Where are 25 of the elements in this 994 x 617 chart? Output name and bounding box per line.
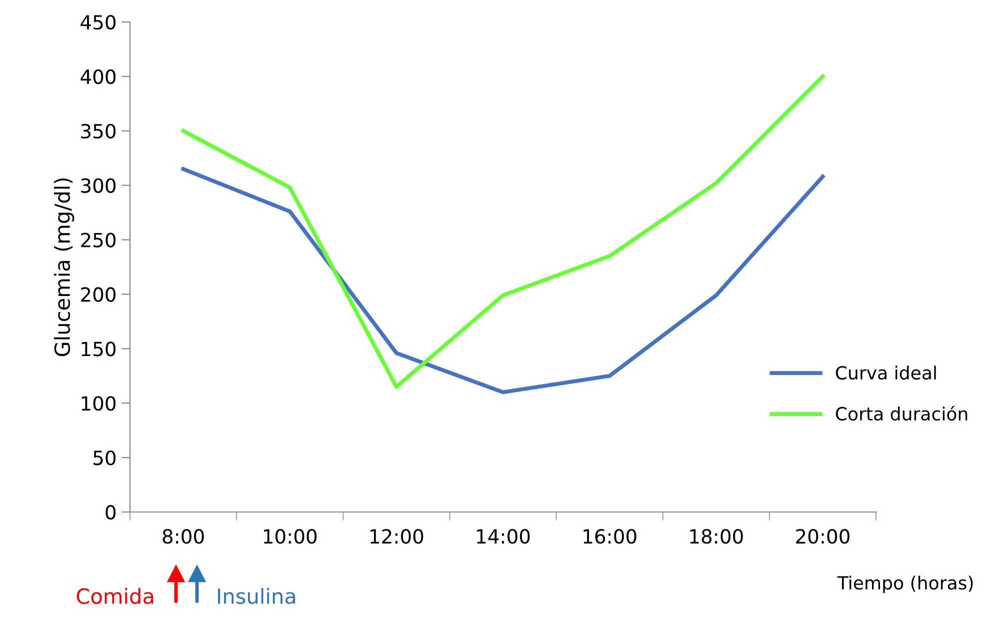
y-tick-label: 0 [106,504,116,520]
text: Comida [76,588,154,604]
x-tick-label: 14:00 [477,529,530,544]
legend-label: Curva ideal [836,366,936,380]
line-series [181,74,825,389]
x-tick-label: 8:00 [162,529,204,544]
line-series [181,167,825,394]
y-tick-label: 400 [80,69,116,84]
y-tick-label: 50 [94,450,116,466]
y-tick-label: 200 [81,287,116,302]
text: Insulina [218,588,296,604]
y-tick-label: 150 [82,342,116,356]
y-tick-label: 300 [81,178,116,193]
x-tick-label: 16:00 [584,529,636,544]
x-tick-label: 20:00 [796,529,850,544]
y-tick-label: 250 [81,232,116,248]
y-axis-title: Glucemia (mg/dl) [54,178,74,356]
y-tick-label: 100 [82,396,116,411]
x-axis-title: Tiempo (horas) [837,576,973,594]
y-tick-label: 450 [80,14,116,30]
legend-label: Corta duración [836,406,968,421]
y-tick-label: 350 [81,124,116,139]
x-tick-label: 10:00 [264,529,317,544]
x-tick-label: 12:00 [370,529,424,544]
x-tick-label: 18:00 [690,529,743,544]
